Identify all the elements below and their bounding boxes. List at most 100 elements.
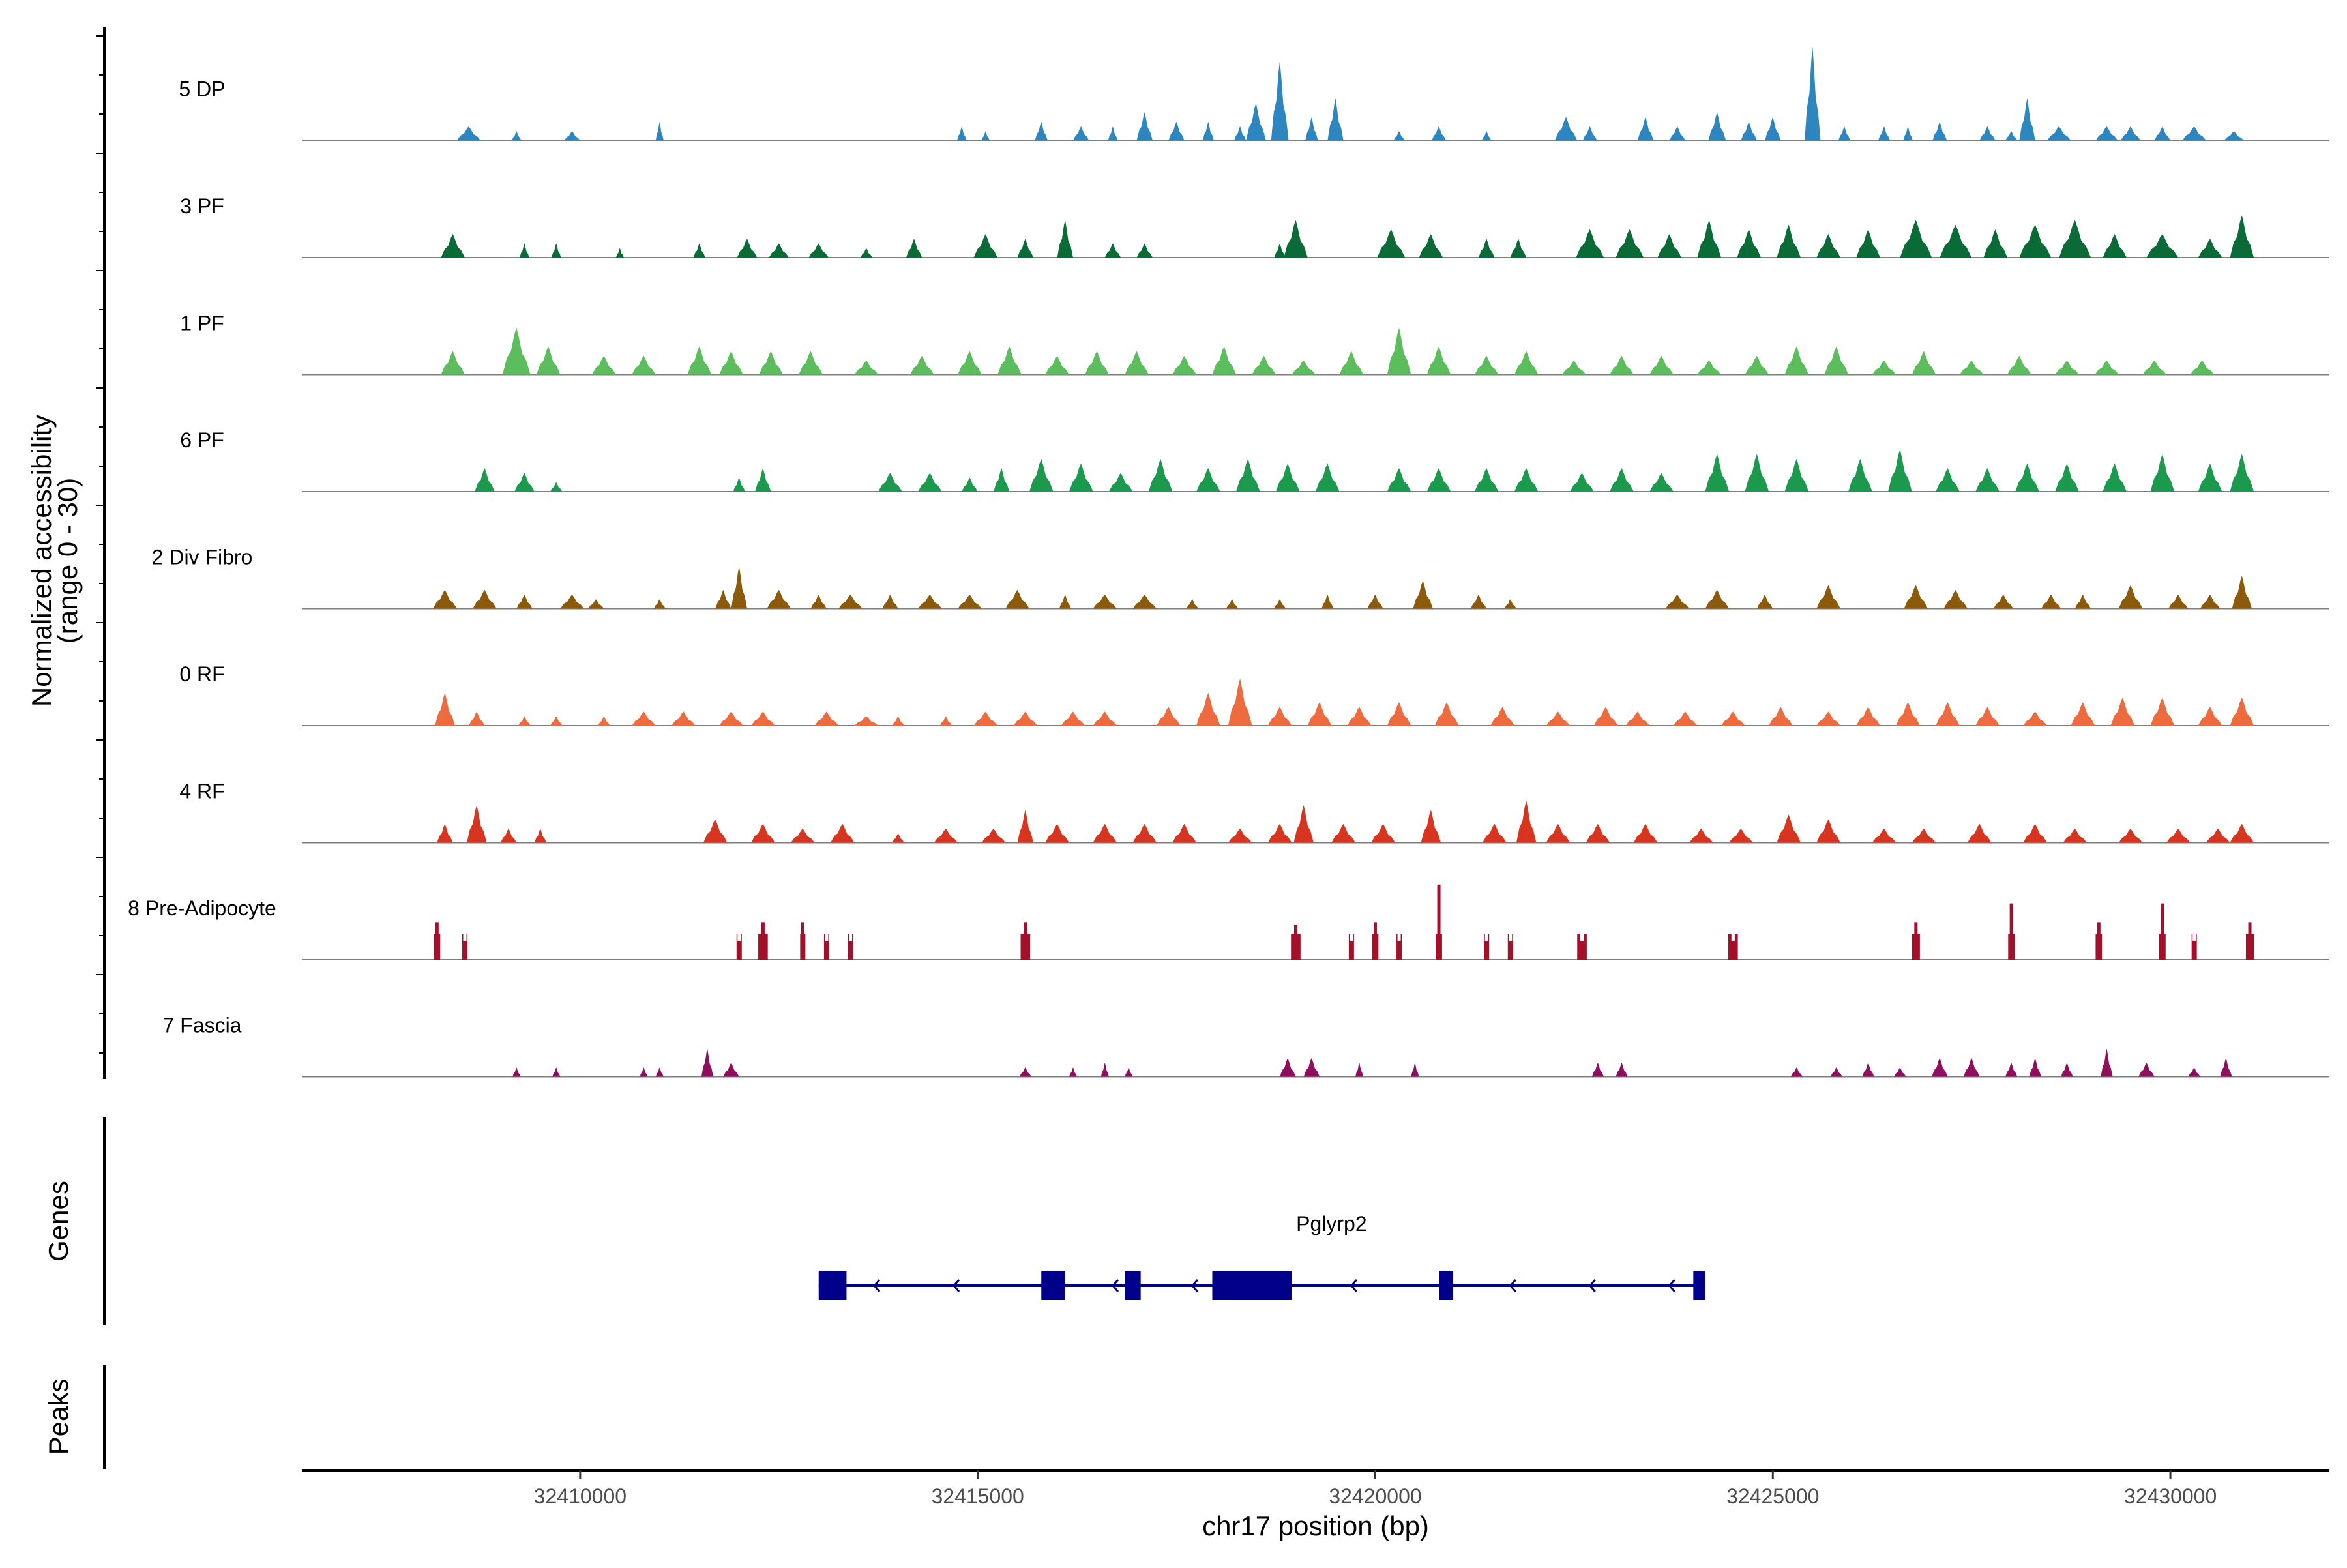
coverage-peak bbox=[759, 351, 783, 375]
track-8-pre-adipocyte: 8 Pre-Adipocyte bbox=[128, 884, 2329, 960]
coverage-peak bbox=[1728, 934, 1738, 960]
coverage-peak bbox=[2118, 585, 2143, 609]
coverage-peak bbox=[441, 234, 465, 258]
coverage-peak bbox=[767, 589, 791, 609]
coverage-peak bbox=[632, 711, 656, 726]
coverage-peak bbox=[1436, 884, 1442, 960]
coverage-peak bbox=[1816, 711, 1840, 726]
coverage-peak bbox=[1434, 702, 1459, 726]
coverage-peak bbox=[1419, 234, 1443, 258]
coverage-peak bbox=[1017, 810, 1034, 843]
coverage-peak bbox=[1108, 126, 1118, 141]
coverage-peak bbox=[1073, 126, 1089, 141]
coverage-peak bbox=[516, 594, 533, 609]
coverage-peak bbox=[473, 589, 497, 609]
coverage-peak bbox=[1303, 1058, 1320, 1077]
coverage-peak bbox=[1019, 1067, 1031, 1077]
coverage-peak bbox=[1777, 814, 1801, 843]
coverage-peak bbox=[1276, 463, 1300, 492]
track-0-rf: 0 RF bbox=[179, 662, 2329, 726]
coverage-peak bbox=[1305, 117, 1318, 141]
coverage-peak bbox=[1894, 1067, 1906, 1077]
coverage-peak bbox=[2142, 360, 2166, 375]
coverage-peak bbox=[2230, 215, 2254, 258]
coverage-peak bbox=[1593, 707, 1618, 726]
coverage-peak bbox=[719, 711, 743, 726]
coverage-peak bbox=[1093, 594, 1117, 609]
coverage-peak bbox=[737, 239, 758, 258]
coverage-peak bbox=[1125, 351, 1149, 375]
coverage-peak bbox=[551, 243, 561, 258]
coverage-peak bbox=[1093, 711, 1117, 726]
coverage-peak bbox=[1983, 229, 2008, 258]
coverage-peak bbox=[536, 346, 561, 375]
coverage-peak bbox=[1975, 707, 2000, 726]
coverage-peak bbox=[1196, 468, 1220, 492]
coverage-peak bbox=[1271, 61, 1289, 141]
coverage-peak bbox=[2095, 922, 2103, 960]
coverage-peak bbox=[2159, 903, 2166, 960]
coverage-peak bbox=[2005, 131, 2018, 141]
strand-arrow-icon bbox=[1350, 1279, 1358, 1292]
coverage-peak bbox=[910, 355, 934, 375]
coverage-peak bbox=[769, 243, 790, 258]
coverage-peak bbox=[1093, 823, 1117, 843]
y-axis-title-line1: Normalized accessibility bbox=[26, 415, 57, 707]
coverage-peak bbox=[469, 711, 485, 726]
coverage-peak bbox=[1649, 473, 1674, 492]
coverage-peak bbox=[1943, 589, 1968, 609]
coverage-peak bbox=[1555, 117, 1578, 141]
coverage-peak bbox=[1108, 473, 1133, 492]
coverage-peak bbox=[1862, 1062, 1874, 1077]
coverage-peak bbox=[1202, 121, 1214, 141]
coverage-peak bbox=[1125, 1067, 1133, 1077]
coverage-peak bbox=[1339, 351, 1364, 375]
strand-arrow-icon bbox=[1509, 1279, 1516, 1292]
coverage-peak bbox=[956, 126, 967, 141]
coverage-peak bbox=[1005, 589, 1029, 609]
coverage-peak bbox=[1045, 823, 1069, 843]
coverage-peak bbox=[467, 805, 487, 843]
coverage-peak bbox=[1061, 711, 1085, 726]
coverage-peak bbox=[2095, 360, 2119, 375]
coverage-peak bbox=[934, 828, 958, 843]
coverage-peak bbox=[973, 234, 998, 258]
coverage-peak bbox=[939, 716, 952, 726]
coverage-peak bbox=[1284, 220, 1308, 258]
strand-arrow-icon bbox=[1111, 1279, 1119, 1292]
coverage-peak bbox=[435, 692, 455, 726]
coverage-peak bbox=[655, 1067, 664, 1077]
coverage-peak bbox=[755, 468, 771, 492]
coverage-peak bbox=[598, 716, 610, 726]
coverage-peak bbox=[701, 1048, 714, 1077]
coverage-peak bbox=[437, 823, 453, 843]
coverage-peak bbox=[2110, 697, 2135, 726]
coverage-peak bbox=[672, 711, 696, 726]
coverage-peak bbox=[1665, 594, 1690, 609]
coverage-peak bbox=[973, 711, 998, 726]
coverage-peak bbox=[2120, 126, 2141, 141]
coverage-peak bbox=[2200, 594, 2221, 609]
coverage-peak bbox=[878, 473, 902, 492]
coverage-peak bbox=[1331, 823, 1355, 843]
coverage-peak bbox=[1017, 239, 1034, 258]
coverage-peak bbox=[715, 589, 731, 609]
coverage-peak bbox=[1355, 1062, 1364, 1077]
coverage-peak bbox=[1900, 220, 1932, 258]
coverage-peak bbox=[997, 346, 1022, 375]
strand-arrow-icon bbox=[1668, 1279, 1675, 1292]
coverage-peak bbox=[2071, 702, 2095, 726]
coverage-peak bbox=[2168, 594, 2189, 609]
coverage-peak bbox=[1932, 1058, 1948, 1077]
coverage-peak bbox=[1546, 823, 1571, 843]
coverage-peak bbox=[2220, 1058, 2232, 1077]
coverage-peak bbox=[1274, 243, 1286, 258]
coverage-peak bbox=[1267, 707, 1292, 726]
coverage-peak bbox=[1347, 707, 1372, 726]
track-7-fascia: 7 Fascia bbox=[163, 1014, 2329, 1078]
coverage-peak bbox=[502, 327, 531, 375]
track-label: 7 Fascia bbox=[163, 1014, 242, 1037]
coverage-peak bbox=[1421, 810, 1441, 843]
coverage-peak bbox=[2188, 1067, 2200, 1077]
